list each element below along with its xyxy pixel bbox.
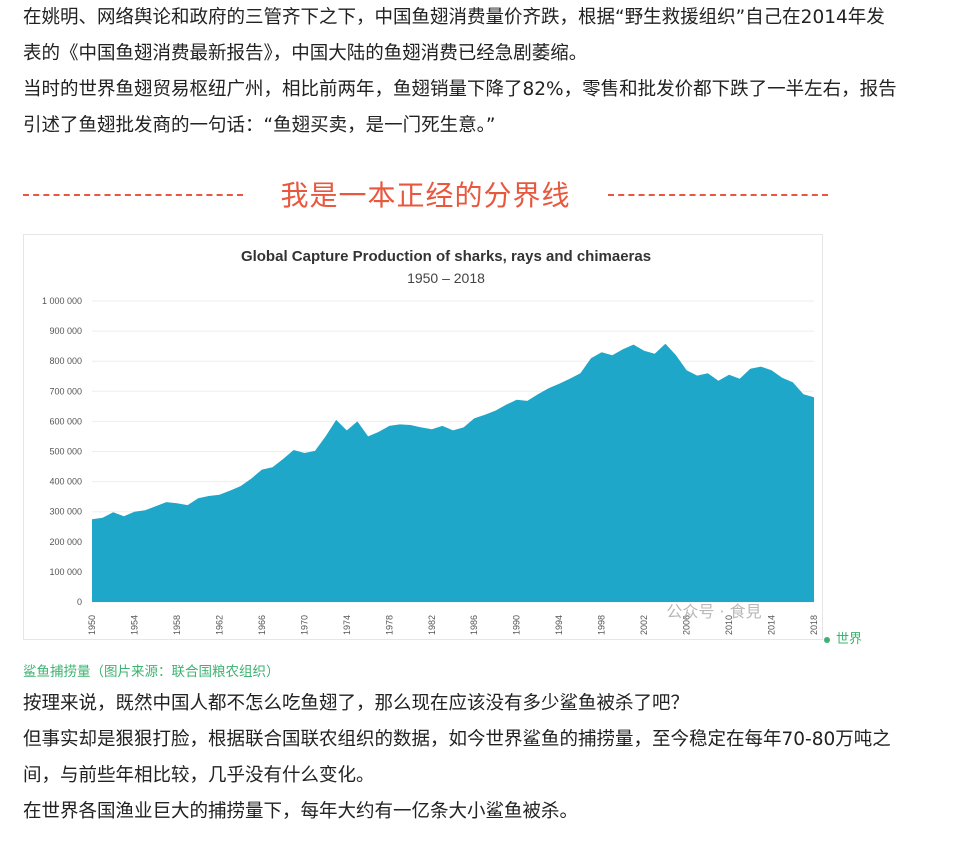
x-tick-label: 1978: [384, 615, 394, 635]
y-tick-label: 200 000: [49, 537, 82, 547]
x-tick-label: 1994: [554, 615, 564, 635]
x-tick-label: 1970: [299, 615, 309, 635]
chart-subtitle: 1950 – 2018: [407, 270, 485, 286]
x-tick-label: 1958: [172, 615, 182, 635]
paragraph-question: 按理来说，既然中国人都不怎么吃鱼翅了，那么现在应该没有多少鲨鱼被杀了吧？: [23, 693, 690, 714]
y-tick-label: 700 000: [49, 386, 82, 396]
chart-image: Global Capture Production of sharks, ray…: [23, 234, 823, 640]
section-divider: 我是一本正经的分界线: [23, 170, 828, 226]
divider-dash-right: [608, 194, 828, 196]
x-tick-label: 1986: [469, 615, 479, 635]
x-tick-label: 2018: [809, 615, 819, 635]
chart-title: Global Capture Production of sharks, ray…: [241, 248, 651, 265]
area-chart: Global Capture Production of sharks, ray…: [42, 248, 819, 635]
divider-title: 我是一本正经的分界线: [280, 179, 571, 212]
y-tick-label: 800 000: [49, 356, 82, 366]
y-tick-label: 1 000 000: [42, 296, 82, 306]
x-tick-label: 1954: [129, 615, 139, 635]
divider-dash-left: [23, 194, 243, 196]
x-tick-label: 1990: [512, 615, 522, 635]
paragraph-guangzhou: 当时的世界鱼翅贸易枢纽广州，相比前两年，鱼翅销量下降了82%，零售和批发价都下跌…: [23, 79, 897, 136]
y-tick-label: 900 000: [49, 326, 82, 336]
y-tick-label: 400 000: [49, 477, 82, 487]
chart-legend: 世界: [824, 628, 862, 647]
x-tick-label: 2002: [639, 615, 649, 635]
image-caption: 鲨鱼捕捞量（图片来源：联合国粮农组织）: [23, 664, 280, 680]
legend-dot: [824, 636, 830, 643]
y-tick-label: 0: [77, 597, 82, 607]
y-tick-label: 500 000: [49, 447, 82, 457]
x-tick-label: 1962: [214, 615, 224, 635]
capture-area: [92, 343, 814, 602]
x-tick-label: 1974: [342, 615, 352, 635]
x-tick-label: 1966: [257, 615, 267, 635]
y-tick-label: 300 000: [49, 507, 82, 517]
paragraph-conclusion: 在世界各国渔业巨大的捕捞量下，每年大约有一亿条大小鲨鱼被杀。: [23, 801, 579, 822]
x-tick-label: 1950: [87, 615, 97, 635]
x-tick-label: 2010: [724, 615, 734, 635]
x-tick-label: 2014: [767, 615, 777, 635]
x-tick-label: 2006: [682, 615, 692, 635]
x-tick-label: 1982: [427, 615, 437, 635]
y-tick-label: 100 000: [49, 567, 82, 577]
watermark: 公众号 · 食見: [666, 602, 761, 621]
paragraph-intro: 在姚明、网络舆论和政府的三管齐下之下，中国鱼翅消费量价齐跌，根据“野生救援组织”…: [23, 7, 885, 64]
legend-label: 世界: [836, 632, 863, 647]
y-tick-label: 600 000: [49, 416, 82, 426]
x-tick-label: 1998: [597, 615, 607, 635]
paragraph-fao-data: 但事实却是狠狠打脸，根据联合国联农组织的数据，如今世界鲨鱼的捕捞量，至今稳定在每…: [23, 729, 891, 786]
